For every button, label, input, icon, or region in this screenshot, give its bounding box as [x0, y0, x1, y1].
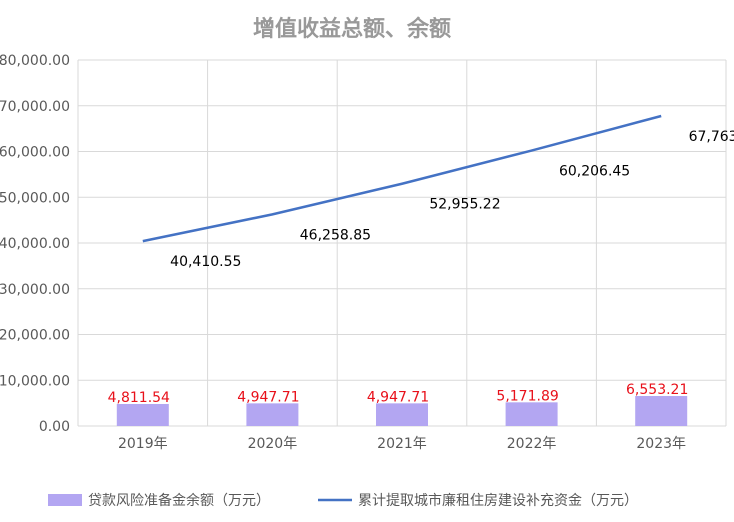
- line-data-label: 52,955.22: [429, 197, 500, 213]
- bar-data-label: 5,171.89: [496, 388, 558, 404]
- bar: [246, 403, 299, 426]
- bar-data-label: 6,553.21: [626, 382, 688, 398]
- series-line: [142, 114, 662, 243]
- x-tick-label: 2021年: [377, 436, 427, 452]
- bar-data-label: 4,811.54: [108, 390, 170, 406]
- y-tick-label: 20,000.00: [0, 328, 70, 344]
- legend-label-line: 累计提取城市廉租住房建设补充资金（万元）: [358, 492, 638, 509]
- x-tick-label: 2020年: [248, 436, 298, 452]
- line-data-label: 67,763.74: [689, 129, 734, 145]
- line-data-label: 60,206.45: [559, 164, 630, 180]
- y-tick-label: 0.00: [39, 419, 70, 435]
- y-tick-label: 10,000.00: [0, 373, 70, 389]
- line-data-label: 40,410.55: [170, 254, 241, 270]
- legend-label-bar: 贷款风险准备金余额（万元）: [88, 492, 270, 509]
- x-tick-label: 2022年: [507, 436, 557, 452]
- bar: [505, 402, 558, 426]
- y-tick-label: 80,000.00: [0, 53, 70, 69]
- gridlines: [77, 59, 727, 427]
- legend: 贷款风险准备金余额（万元） 累计提取城市廉租住房建设补充资金（万元）: [48, 492, 638, 509]
- x-axis: 2019年 2020年 2021年 2022年 2023年: [118, 436, 686, 452]
- line-data-label: 46,258.85: [300, 227, 371, 243]
- y-tick-label: 40,000.00: [0, 236, 70, 252]
- bar-series: 4,811.54 4,947.71 4,947.71 5,171.89 6,553.21: [108, 382, 688, 426]
- legend-swatch-bar: [48, 494, 82, 506]
- y-tick-label: 30,000.00: [0, 282, 70, 298]
- x-tick-label: 2019年: [118, 436, 168, 452]
- bar: [376, 403, 428, 426]
- bar: [116, 403, 169, 426]
- chart-title: 增值收益总额、余额: [253, 16, 451, 42]
- x-tick-label: 2023年: [636, 436, 686, 452]
- bar: [635, 396, 688, 426]
- y-tick-label: 60,000.00: [0, 145, 70, 161]
- y-tick-label: 70,000.00: [0, 99, 70, 115]
- bar-data-label: 4,947.71: [237, 389, 299, 405]
- bar-data-label: 4,947.71: [367, 389, 429, 405]
- line-series: 40,410.55 46,258.85 52,955.22 60,206.45 67,7…: [142, 114, 734, 270]
- y-tick-label: 50,000.00: [0, 190, 70, 206]
- y-axis: 0.00 10,000.00 20,000.00 30,000.00 40,000.00…: [0, 53, 70, 435]
